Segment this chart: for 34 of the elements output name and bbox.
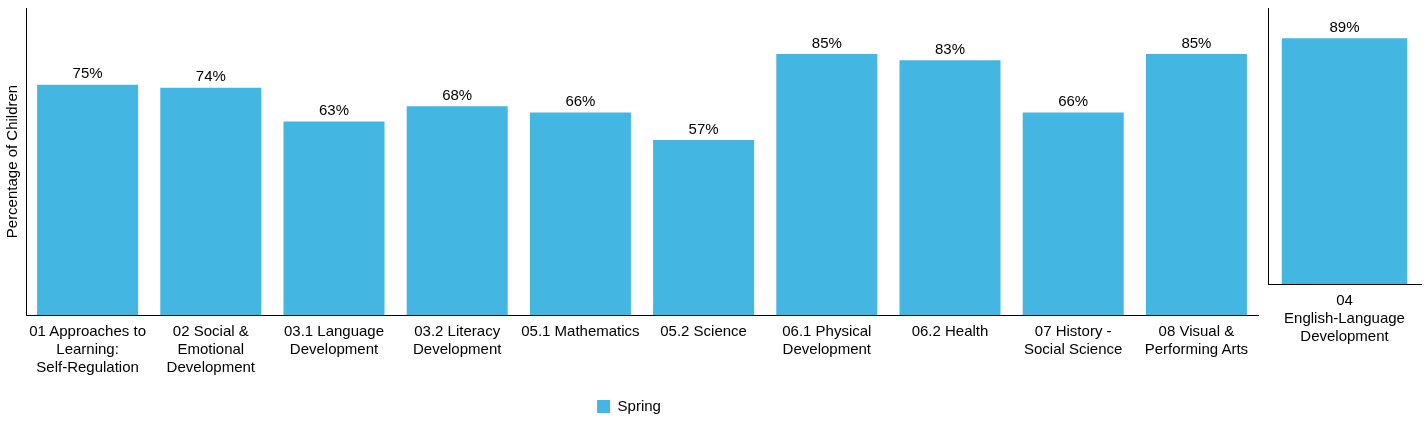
data-label: 85% bbox=[811, 33, 842, 51]
x-tick-label: 05.2 Science bbox=[660, 322, 747, 340]
y-axis-title: Percentage of Children bbox=[3, 84, 21, 239]
bar bbox=[1022, 112, 1124, 315]
x-tick-label: 06.2 Health bbox=[911, 322, 989, 340]
legend-label: Spring bbox=[617, 396, 661, 414]
x-tick-label: 06.1 Physical Development bbox=[782, 322, 872, 358]
bar bbox=[899, 60, 1001, 315]
x-tick-label: 03.1 Language Development bbox=[283, 322, 385, 358]
bar bbox=[1145, 54, 1247, 315]
x-tick-label: 02 Social & Emotional Development bbox=[166, 322, 256, 376]
bar bbox=[653, 140, 755, 315]
bar bbox=[283, 121, 385, 315]
bar bbox=[37, 84, 139, 315]
data-label: 85% bbox=[1181, 33, 1212, 51]
bar bbox=[160, 87, 262, 315]
x-tick-label: 03.2 Literacy Development bbox=[413, 322, 503, 358]
bar bbox=[776, 54, 878, 315]
data-label: 68% bbox=[442, 85, 473, 103]
data-label: 74% bbox=[195, 67, 226, 85]
data-label: 63% bbox=[318, 101, 350, 119]
data-label: 83% bbox=[934, 39, 966, 57]
x-tick-label: 08 Visual & Performing Arts bbox=[1144, 322, 1249, 358]
bar bbox=[529, 112, 631, 315]
x-tick-label: 01 Approaches to Learning: Self-Regulation bbox=[29, 322, 146, 376]
x-tick-label: 05.1 Mathematics bbox=[521, 322, 640, 340]
data-label: 57% bbox=[688, 119, 719, 137]
data-label: 75% bbox=[72, 64, 103, 82]
data-label: 66% bbox=[1058, 92, 1089, 110]
bar bbox=[406, 106, 508, 315]
x-tick-label: 04 English-Language Development bbox=[1284, 291, 1405, 345]
x-tick-label: 07 History - Social Science bbox=[1024, 322, 1123, 358]
data-label: 89% bbox=[1329, 18, 1360, 35]
data-label: 66% bbox=[565, 92, 596, 110]
